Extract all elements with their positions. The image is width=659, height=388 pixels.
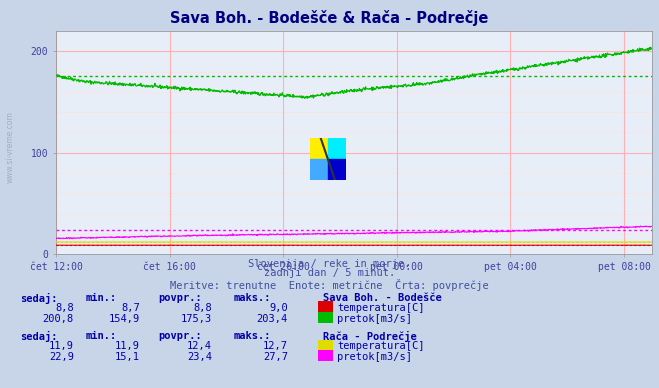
Text: 11,9: 11,9 <box>49 341 74 352</box>
Bar <box>310 138 328 159</box>
Text: 15,1: 15,1 <box>115 352 140 362</box>
Text: min.:: min.: <box>86 293 117 303</box>
Text: pretok[m3/s]: pretok[m3/s] <box>337 314 413 324</box>
Text: pretok[m3/s]: pretok[m3/s] <box>337 352 413 362</box>
Text: 12,4: 12,4 <box>187 341 212 352</box>
Text: 200,8: 200,8 <box>43 314 74 324</box>
Text: 8,7: 8,7 <box>121 303 140 314</box>
Text: maks.:: maks.: <box>234 331 272 341</box>
Text: Sava Boh. - Bodešče: Sava Boh. - Bodešče <box>323 293 442 303</box>
Text: 27,7: 27,7 <box>263 352 288 362</box>
Text: min.:: min.: <box>86 331 117 341</box>
Text: Sava Boh. - Bodešče & Rača - Podrečje: Sava Boh. - Bodešče & Rača - Podrečje <box>170 10 489 26</box>
Text: temperatura[C]: temperatura[C] <box>337 303 425 314</box>
Text: 23,4: 23,4 <box>187 352 212 362</box>
Text: temperatura[C]: temperatura[C] <box>337 341 425 352</box>
Text: 175,3: 175,3 <box>181 314 212 324</box>
Text: povpr.:: povpr.: <box>158 331 202 341</box>
Text: 8,8: 8,8 <box>55 303 74 314</box>
Bar <box>328 138 346 159</box>
Text: 22,9: 22,9 <box>49 352 74 362</box>
Text: 12,7: 12,7 <box>263 341 288 352</box>
Text: 8,8: 8,8 <box>194 303 212 314</box>
Text: 154,9: 154,9 <box>109 314 140 324</box>
Text: sedaj:: sedaj: <box>20 331 57 341</box>
Bar <box>310 159 328 180</box>
Text: Meritve: trenutne  Enote: metrične  Črta: povprečje: Meritve: trenutne Enote: metrične Črta: … <box>170 279 489 291</box>
Text: Rača - Podrečje: Rača - Podrečje <box>323 331 416 341</box>
Text: povpr.:: povpr.: <box>158 293 202 303</box>
Text: maks.:: maks.: <box>234 293 272 303</box>
Text: 11,9: 11,9 <box>115 341 140 352</box>
Text: www.si-vreme.com: www.si-vreme.com <box>5 111 14 184</box>
Text: 9,0: 9,0 <box>270 303 288 314</box>
Bar <box>328 159 346 180</box>
Text: zadnji dan / 5 minut.: zadnji dan / 5 minut. <box>264 268 395 279</box>
Text: sedaj:: sedaj: <box>20 293 57 304</box>
Text: 203,4: 203,4 <box>257 314 288 324</box>
Text: Slovenija / reke in morje.: Slovenija / reke in morje. <box>248 259 411 269</box>
